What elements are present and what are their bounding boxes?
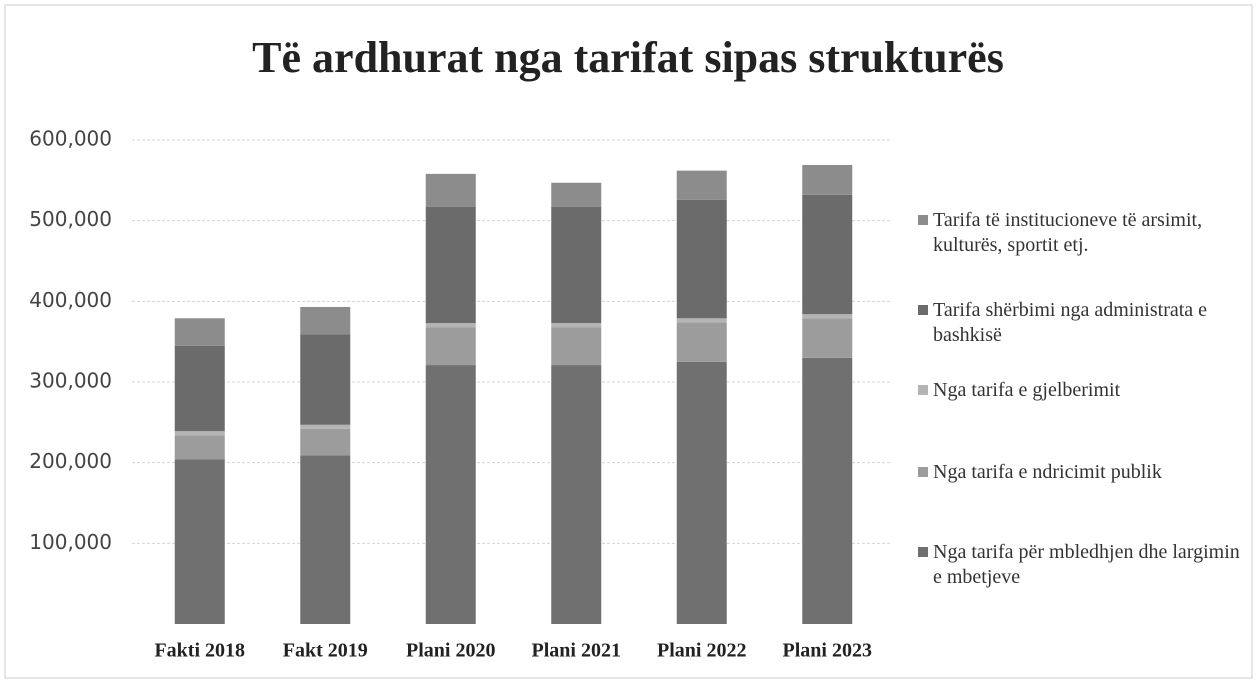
legend-swatch bbox=[918, 215, 928, 225]
y-tick-label: 500,000 bbox=[29, 207, 112, 231]
bar-segment bbox=[551, 323, 602, 328]
bar-segment bbox=[802, 318, 853, 358]
chart-title: Të ardhurat nga tarifat sipas strukturës bbox=[252, 33, 1004, 82]
y-tick-label: 600,000 bbox=[29, 127, 112, 151]
bar-segment bbox=[300, 455, 351, 624]
legend-swatch bbox=[918, 385, 928, 395]
bar-segment bbox=[174, 459, 225, 624]
legend-item: Nga tarifa e gjelberimit bbox=[918, 378, 1248, 403]
y-tick-label: 100,000 bbox=[29, 530, 112, 554]
x-tick-label: Fakti 2018 bbox=[154, 640, 245, 662]
bar-segment bbox=[551, 206, 602, 324]
bar-segment bbox=[802, 194, 853, 315]
legend-item: Tarifa të institucioneve të arsimit, kul… bbox=[918, 208, 1248, 258]
legend-label: Nga tarifa e ndricimit publik bbox=[933, 461, 1162, 483]
bar-segment bbox=[425, 173, 476, 207]
bar-segment bbox=[551, 182, 602, 207]
y-tick-label: 300,000 bbox=[29, 369, 112, 393]
bar-segment bbox=[676, 361, 727, 624]
legend-swatch bbox=[918, 467, 928, 477]
bar-segment bbox=[300, 334, 351, 425]
y-tick-label: 200,000 bbox=[29, 449, 112, 473]
bar-segment bbox=[425, 365, 476, 624]
legend-swatch bbox=[918, 547, 928, 557]
x-tick-label: Plani 2021 bbox=[532, 640, 621, 662]
x-tick-label: Plani 2022 bbox=[657, 640, 746, 662]
bar-segment bbox=[676, 322, 727, 362]
legend-swatch bbox=[918, 305, 928, 315]
bar-segment bbox=[174, 345, 225, 432]
x-tick-label: Fakt 2019 bbox=[283, 640, 368, 662]
bar-segment bbox=[676, 199, 727, 319]
bar-segment bbox=[174, 435, 225, 460]
bar-segment bbox=[300, 424, 351, 429]
bar-segment bbox=[425, 323, 476, 328]
x-tick-label: Plani 2023 bbox=[783, 640, 872, 662]
bar-segment bbox=[802, 357, 853, 624]
bar-segment bbox=[425, 327, 476, 366]
bar-segment bbox=[174, 318, 225, 346]
bar-segment bbox=[551, 327, 602, 366]
legend-item: Tarifa shërbimi nga administrata e bashk… bbox=[918, 298, 1248, 348]
bar-segment bbox=[425, 206, 476, 324]
legend-label: Nga tarifa e gjelberimit bbox=[933, 379, 1121, 401]
legend-label: Nga tarifa për mbledhjen dhe largimin e … bbox=[933, 541, 1240, 588]
bar-segment bbox=[174, 431, 225, 436]
legend-item: Nga tarifa e ndricimit publik bbox=[918, 460, 1248, 485]
y-tick-label: 400,000 bbox=[29, 288, 112, 312]
bar-segment bbox=[551, 365, 602, 624]
bar-segment bbox=[300, 306, 351, 335]
bar-segment bbox=[676, 170, 727, 200]
bar-segment bbox=[802, 165, 853, 195]
bar-segment bbox=[300, 428, 351, 456]
x-tick-label: Plani 2020 bbox=[406, 640, 495, 662]
legend-label: Tarifa të institucioneve të arsimit, kul… bbox=[933, 209, 1203, 256]
legend-item: Nga tarifa për mbledhjen dhe largimin e … bbox=[918, 540, 1248, 590]
bar-segment bbox=[676, 318, 727, 323]
bar-segment bbox=[802, 314, 853, 319]
legend-label: Tarifa shërbimi nga administrata e bashk… bbox=[933, 299, 1208, 346]
